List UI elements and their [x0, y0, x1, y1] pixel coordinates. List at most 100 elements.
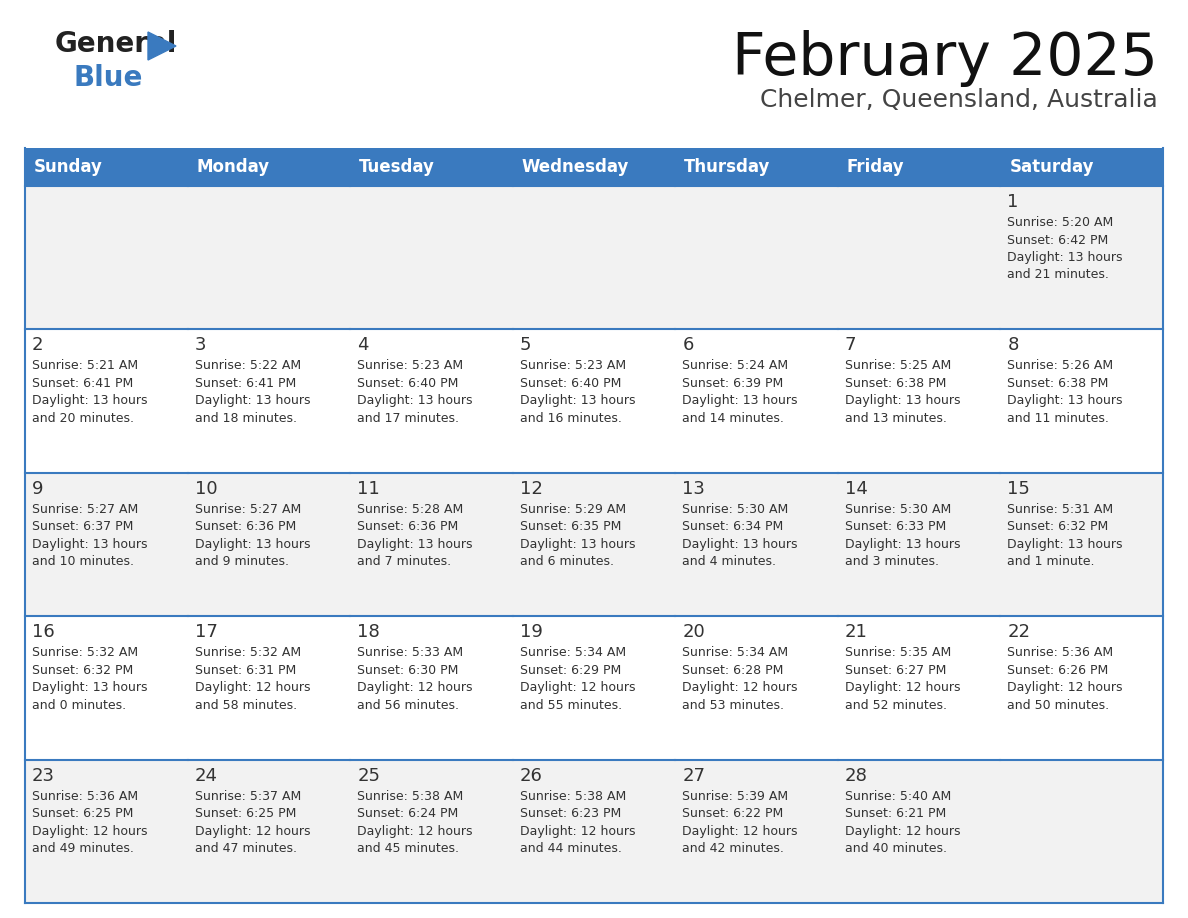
Text: 24: 24 [195, 767, 217, 785]
Text: 9: 9 [32, 480, 44, 498]
Text: Daylight: 13 hours: Daylight: 13 hours [32, 538, 147, 551]
Text: Sunrise: 5:33 AM: Sunrise: 5:33 AM [358, 646, 463, 659]
Bar [1000, 148, 1163, 186]
Text: and 16 minutes.: and 16 minutes. [519, 412, 621, 425]
Text: Daylight: 13 hours: Daylight: 13 hours [845, 538, 960, 551]
Text: Sunset: 6:26 PM: Sunset: 6:26 PM [1007, 664, 1108, 677]
Text: Sunrise: 5:26 AM: Sunrise: 5:26 AM [1007, 360, 1113, 373]
Bar [25, 759, 188, 903]
Text: and 52 minutes.: and 52 minutes. [845, 699, 947, 711]
Bar [25, 186, 188, 330]
Text: Sunrise: 5:39 AM: Sunrise: 5:39 AM [682, 789, 789, 802]
Bar [838, 330, 1000, 473]
Bar [350, 330, 513, 473]
Text: Sunset: 6:25 PM: Sunset: 6:25 PM [32, 807, 133, 820]
Text: 21: 21 [845, 623, 867, 641]
Text: and 49 minutes.: and 49 minutes. [32, 842, 134, 855]
Text: and 0 minutes.: and 0 minutes. [32, 699, 126, 711]
Text: and 21 minutes.: and 21 minutes. [1007, 268, 1110, 282]
Text: Sunrise: 5:21 AM: Sunrise: 5:21 AM [32, 360, 138, 373]
Text: Sunrise: 5:23 AM: Sunrise: 5:23 AM [358, 360, 463, 373]
Bar [838, 186, 1000, 330]
Text: Sunset: 6:34 PM: Sunset: 6:34 PM [682, 521, 784, 533]
Text: and 17 minutes.: and 17 minutes. [358, 412, 459, 425]
Text: and 45 minutes.: and 45 minutes. [358, 842, 459, 855]
Text: Daylight: 13 hours: Daylight: 13 hours [32, 395, 147, 408]
Text: and 18 minutes.: and 18 minutes. [195, 412, 297, 425]
Text: and 44 minutes.: and 44 minutes. [519, 842, 621, 855]
Text: Sunrise: 5:32 AM: Sunrise: 5:32 AM [195, 646, 301, 659]
Bar [350, 186, 513, 330]
Text: Sunset: 6:41 PM: Sunset: 6:41 PM [195, 377, 296, 390]
Text: and 47 minutes.: and 47 minutes. [195, 842, 297, 855]
Text: Sunset: 6:31 PM: Sunset: 6:31 PM [195, 664, 296, 677]
Bar [675, 186, 838, 330]
Text: Sunrise: 5:31 AM: Sunrise: 5:31 AM [1007, 503, 1113, 516]
Text: Daylight: 13 hours: Daylight: 13 hours [1007, 251, 1123, 264]
Text: Sunset: 6:32 PM: Sunset: 6:32 PM [32, 664, 133, 677]
Text: Sunrise: 5:27 AM: Sunrise: 5:27 AM [32, 503, 138, 516]
Bar [350, 616, 513, 759]
Text: 2: 2 [32, 336, 44, 354]
Text: Sunset: 6:27 PM: Sunset: 6:27 PM [845, 664, 946, 677]
Text: Sunrise: 5:38 AM: Sunrise: 5:38 AM [519, 789, 626, 802]
Text: and 58 minutes.: and 58 minutes. [195, 699, 297, 711]
Bar [1000, 759, 1163, 903]
Text: and 4 minutes.: and 4 minutes. [682, 555, 776, 568]
Text: Sunset: 6:37 PM: Sunset: 6:37 PM [32, 521, 133, 533]
Text: 26: 26 [519, 767, 543, 785]
Text: Sunset: 6:21 PM: Sunset: 6:21 PM [845, 807, 946, 820]
Text: and 1 minute.: and 1 minute. [1007, 555, 1095, 568]
Text: Daylight: 13 hours: Daylight: 13 hours [1007, 538, 1123, 551]
Text: Sunset: 6:40 PM: Sunset: 6:40 PM [358, 377, 459, 390]
Text: Sunset: 6:24 PM: Sunset: 6:24 PM [358, 807, 459, 820]
Text: Daylight: 13 hours: Daylight: 13 hours [195, 395, 310, 408]
Text: Daylight: 12 hours: Daylight: 12 hours [32, 824, 147, 837]
Bar [513, 616, 675, 759]
Text: and 7 minutes.: and 7 minutes. [358, 555, 451, 568]
Text: Sunrise: 5:35 AM: Sunrise: 5:35 AM [845, 646, 952, 659]
Text: 25: 25 [358, 767, 380, 785]
Text: and 42 minutes.: and 42 minutes. [682, 842, 784, 855]
Text: Sunset: 6:23 PM: Sunset: 6:23 PM [519, 807, 621, 820]
Text: Sunday: Sunday [34, 158, 103, 176]
Text: Sunset: 6:25 PM: Sunset: 6:25 PM [195, 807, 296, 820]
Text: Sunset: 6:40 PM: Sunset: 6:40 PM [519, 377, 621, 390]
Text: and 50 minutes.: and 50 minutes. [1007, 699, 1110, 711]
Bar [25, 473, 188, 616]
Text: Tuesday: Tuesday [359, 158, 435, 176]
Text: 23: 23 [32, 767, 55, 785]
Bar [675, 473, 838, 616]
Text: Daylight: 13 hours: Daylight: 13 hours [1007, 395, 1123, 408]
Bar [188, 616, 350, 759]
Bar [513, 473, 675, 616]
Text: Sunrise: 5:32 AM: Sunrise: 5:32 AM [32, 646, 138, 659]
Text: Daylight: 12 hours: Daylight: 12 hours [845, 681, 960, 694]
Bar [675, 759, 838, 903]
Bar [188, 473, 350, 616]
Text: Daylight: 13 hours: Daylight: 13 hours [682, 395, 798, 408]
Bar [1000, 616, 1163, 759]
Text: Daylight: 13 hours: Daylight: 13 hours [519, 538, 636, 551]
Text: 18: 18 [358, 623, 380, 641]
Text: Sunset: 6:38 PM: Sunset: 6:38 PM [1007, 377, 1108, 390]
Text: Sunrise: 5:24 AM: Sunrise: 5:24 AM [682, 360, 789, 373]
Text: Sunrise: 5:34 AM: Sunrise: 5:34 AM [519, 646, 626, 659]
Bar [350, 759, 513, 903]
Text: Sunrise: 5:25 AM: Sunrise: 5:25 AM [845, 360, 952, 373]
Text: Sunset: 6:32 PM: Sunset: 6:32 PM [1007, 521, 1108, 533]
Text: Daylight: 12 hours: Daylight: 12 hours [682, 824, 798, 837]
Text: Daylight: 13 hours: Daylight: 13 hours [845, 395, 960, 408]
Text: Daylight: 12 hours: Daylight: 12 hours [195, 681, 310, 694]
Text: Daylight: 13 hours: Daylight: 13 hours [519, 395, 636, 408]
Polygon shape [148, 32, 176, 60]
Bar [25, 330, 188, 473]
Text: Thursday: Thursday [684, 158, 771, 176]
Text: Daylight: 12 hours: Daylight: 12 hours [195, 824, 310, 837]
Text: Sunrise: 5:36 AM: Sunrise: 5:36 AM [1007, 646, 1113, 659]
Text: Sunset: 6:36 PM: Sunset: 6:36 PM [195, 521, 296, 533]
Text: Sunrise: 5:30 AM: Sunrise: 5:30 AM [682, 503, 789, 516]
Text: Sunset: 6:22 PM: Sunset: 6:22 PM [682, 807, 784, 820]
Text: Sunrise: 5:40 AM: Sunrise: 5:40 AM [845, 789, 952, 802]
Bar [838, 148, 1000, 186]
